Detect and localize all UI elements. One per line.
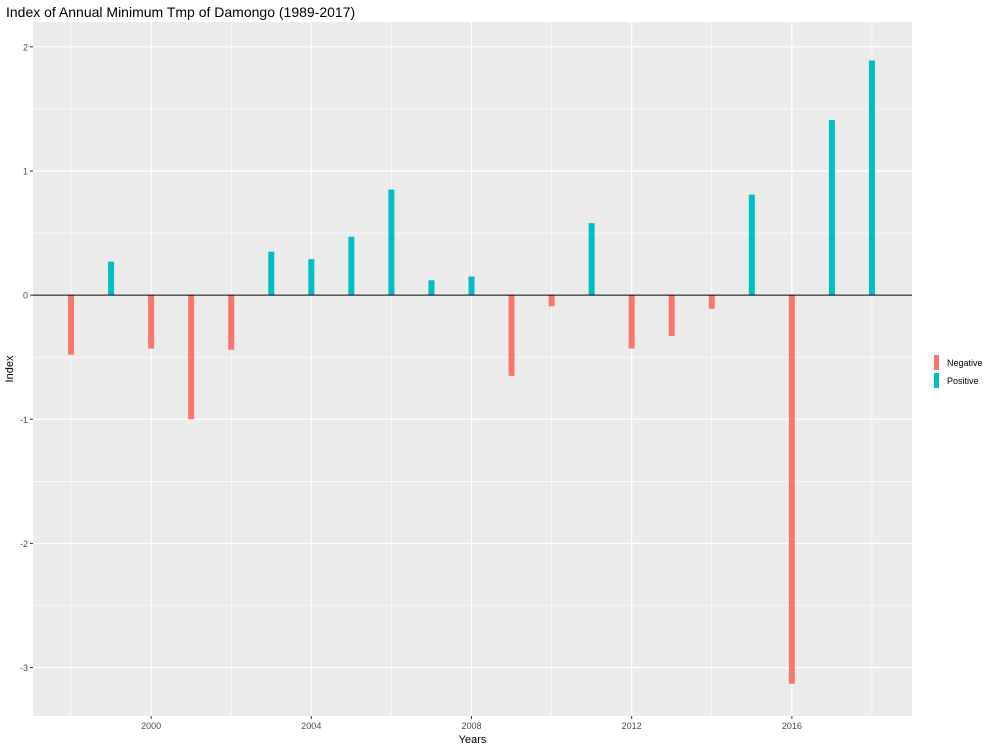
bar-2008: [468, 276, 475, 296]
bar-2005: [348, 236, 355, 296]
y-tick-label: -1: [20, 415, 28, 425]
bar-2015: [748, 194, 755, 296]
bars: [68, 60, 875, 684]
bar-2009: [508, 295, 515, 376]
bar-2013: [668, 295, 675, 337]
x-tick-label: 2016: [782, 721, 802, 731]
bar-2018: [868, 60, 875, 296]
y-axis-title: Index: [4, 355, 16, 382]
bar-2003: [268, 251, 275, 296]
legend: Negative Positive: [934, 355, 983, 388]
y-tick-label: 2: [23, 42, 28, 52]
bar-2012: [628, 295, 635, 349]
bar-2010: [548, 295, 555, 307]
legend-label-negative: Negative: [947, 358, 983, 368]
x-tick-label: 2012: [622, 721, 642, 731]
legend-key-positive: [934, 373, 939, 388]
y-tick-label: 0: [23, 291, 28, 301]
grid-lines: [33, 22, 912, 716]
bar-2002: [228, 295, 235, 350]
y-tick-label: -2: [20, 539, 28, 549]
bar-2006: [388, 189, 395, 296]
bar-2001: [188, 295, 195, 420]
chart-title: Index of Annual Minimum Tmp of Damongo (…: [6, 4, 356, 20]
x-tick-label: 2000: [141, 721, 161, 731]
bar-2016: [788, 295, 795, 684]
bar-2007: [428, 280, 435, 296]
bar-1999: [108, 261, 115, 296]
y-tick-label: -3: [20, 663, 28, 673]
x-tick-label: 2004: [301, 721, 321, 731]
legend-label-positive: Positive: [947, 376, 979, 386]
bar-2000: [148, 295, 155, 349]
legend-key-negative: [934, 355, 939, 370]
bar-2004: [308, 259, 315, 296]
bar-2017: [828, 120, 835, 296]
y-tick-label: 1: [23, 166, 28, 176]
x-tick-label: 2008: [461, 721, 481, 731]
bar-2014: [708, 295, 715, 309]
bar-1998: [68, 295, 75, 355]
x-axis-title: Years: [459, 734, 487, 746]
axes: -3 -2 -1 0 1 2 2000 2004 2008 2012 2016: [20, 42, 802, 731]
bar-2011: [588, 223, 595, 296]
plot-panel: [33, 22, 912, 716]
